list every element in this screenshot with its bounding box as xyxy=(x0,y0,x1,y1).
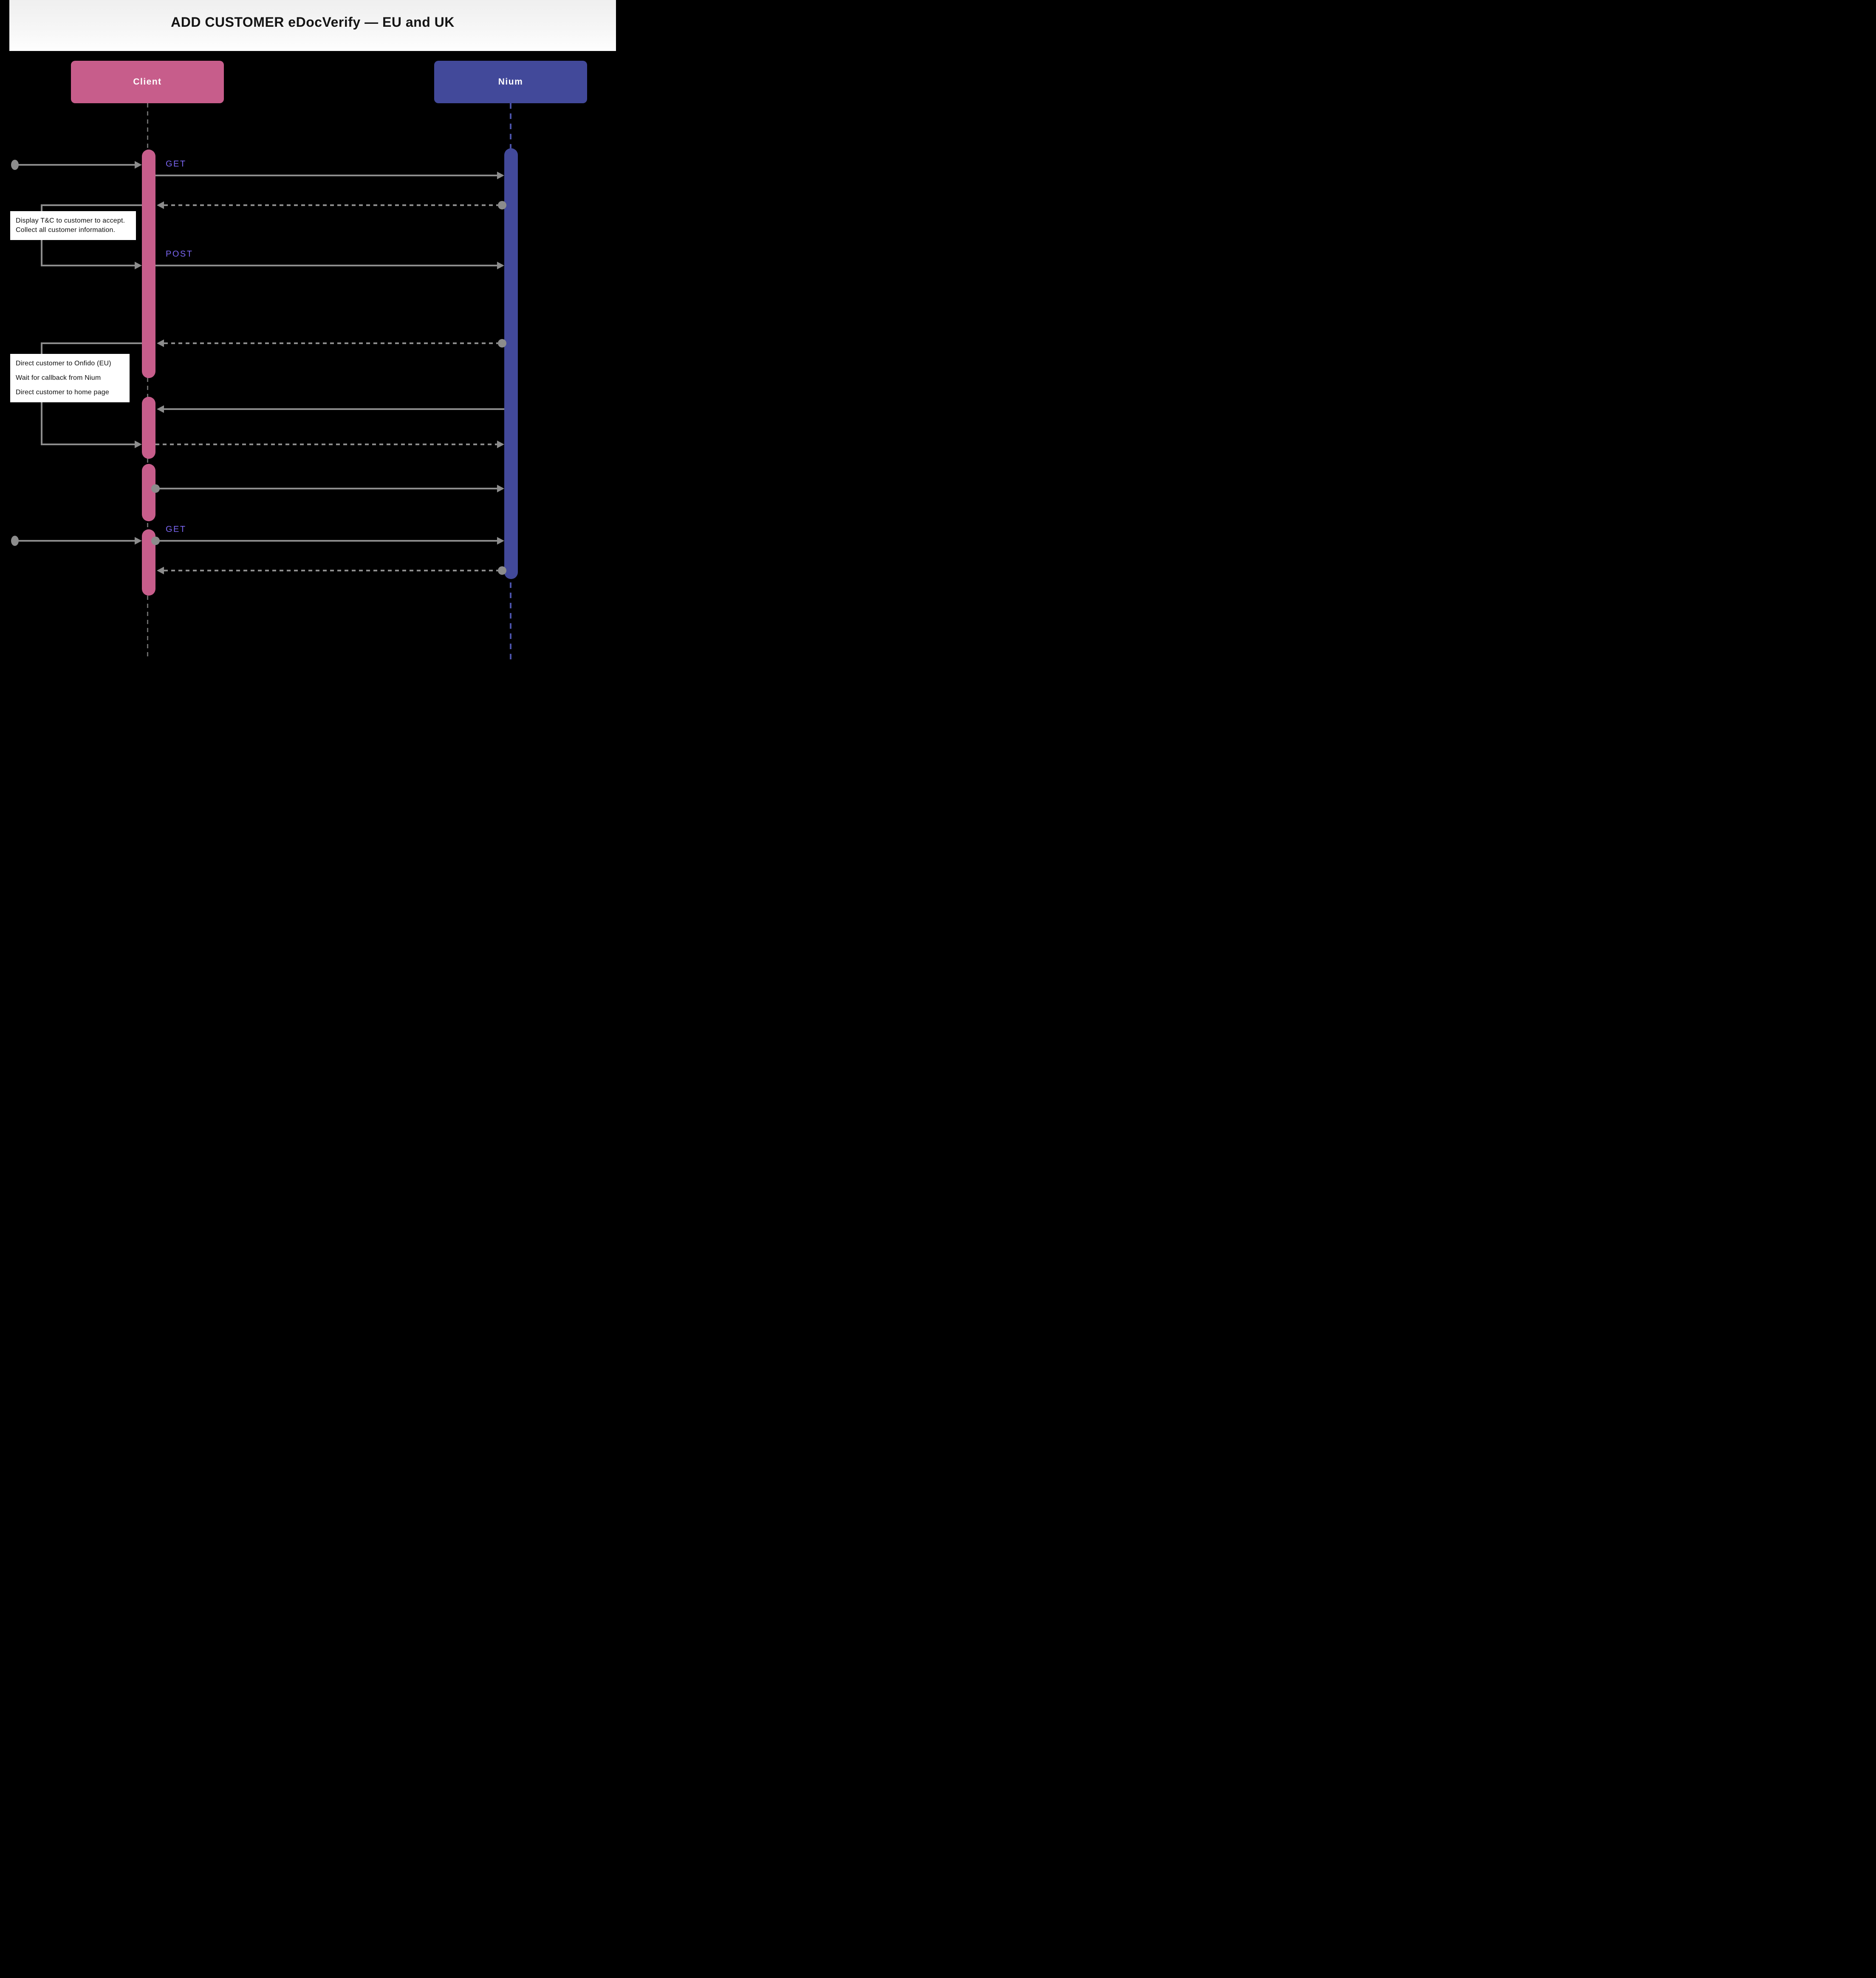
arrowhead-right-icon xyxy=(497,262,504,269)
arrowhead-right-icon xyxy=(497,537,504,545)
get-label-1: GET xyxy=(166,159,186,169)
nium-callback-line xyxy=(164,408,504,410)
client-activation-3 xyxy=(142,464,155,521)
external-to-client-line-2 xyxy=(18,540,135,542)
client-lifeline xyxy=(147,103,148,659)
note-callback-line: Wait for callback from Nium xyxy=(16,374,101,382)
sequence-diagram: ADD CUSTOMER eDocVerify — EU and UK Clie… xyxy=(0,0,625,659)
arrowhead-left-icon xyxy=(157,339,164,347)
selfloop2-bottom-line xyxy=(41,444,135,445)
note-homepage-line: Direct customer to home page xyxy=(16,389,109,396)
selfloop1-top-line xyxy=(41,204,142,206)
selfloop1-bottom-line xyxy=(41,265,135,266)
client-to-nium-line xyxy=(159,488,497,489)
participant-nium: Nium xyxy=(434,61,587,103)
return-line-2 xyxy=(164,342,498,344)
get-request-line-2 xyxy=(159,540,497,542)
get-request-line-1 xyxy=(155,175,497,176)
header-band: ADD CUSTOMER eDocVerify — EU and UK xyxy=(9,0,616,51)
post-request-line xyxy=(155,265,497,266)
diagram-title: ADD CUSTOMER eDocVerify — EU and UK xyxy=(171,14,455,30)
get-label-2: GET xyxy=(166,525,186,534)
arrowhead-right-icon xyxy=(497,485,504,492)
message-start-dot xyxy=(151,537,160,545)
arrowhead-right-icon xyxy=(135,537,142,545)
return-line-3 xyxy=(164,570,498,571)
arrowhead-right-icon xyxy=(497,172,504,179)
return-origin-dot xyxy=(498,201,506,209)
note-onfido-flow: Direct customer to Onfido (EU) Wait for … xyxy=(10,354,130,403)
arrowhead-left-icon xyxy=(157,201,164,209)
nium-activation xyxy=(504,148,518,579)
return-line-1 xyxy=(164,204,498,206)
post-label: POST xyxy=(166,249,193,259)
note-display-tc-text: Display T&C to customer to accept. Colle… xyxy=(16,217,125,234)
note-onfido-line: Direct customer to Onfido (EU) xyxy=(16,360,111,367)
client-activation-1 xyxy=(142,150,155,378)
client-activation-2 xyxy=(142,397,155,459)
participant-client: Client xyxy=(71,61,224,103)
return-origin-dot xyxy=(498,566,506,575)
participant-client-label: Client xyxy=(133,77,162,87)
arrowhead-right-icon xyxy=(497,441,504,448)
arrowhead-right-icon xyxy=(135,441,142,448)
message-start-dot xyxy=(11,160,19,170)
arrowhead-right-icon xyxy=(135,161,142,169)
note-display-tc: Display T&C to customer to accept. Colle… xyxy=(10,211,136,240)
client-ack-line xyxy=(155,444,497,445)
arrowhead-right-icon xyxy=(135,262,142,269)
participant-nium-label: Nium xyxy=(498,77,523,87)
return-origin-dot xyxy=(498,339,506,348)
selfloop2-top-line xyxy=(41,342,142,344)
external-to-client-line-1 xyxy=(18,164,135,166)
arrowhead-left-icon xyxy=(157,405,164,413)
arrowhead-left-icon xyxy=(157,567,164,574)
message-start-dot xyxy=(11,536,19,546)
message-start-dot xyxy=(151,484,160,493)
